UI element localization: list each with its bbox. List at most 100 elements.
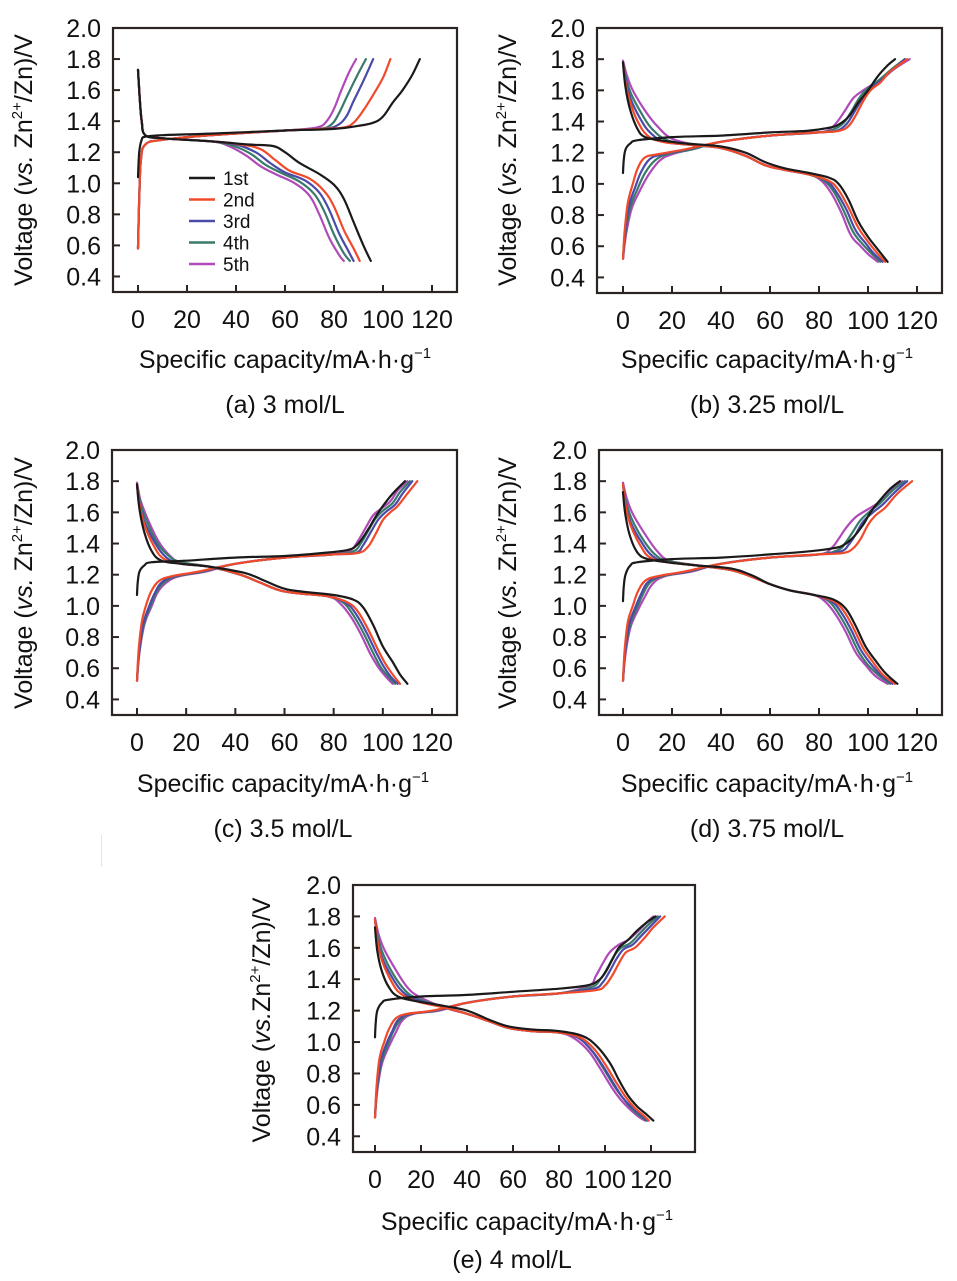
y-axis-title: Voltage (vs. Zn2+/Zn)/V (493, 457, 522, 709)
x-tick-label: 60 (756, 307, 784, 335)
y-tick-label: 0.8 (306, 1060, 341, 1088)
x-tick-label: 100 (847, 729, 889, 757)
x-tick-label: 100 (362, 306, 404, 334)
x-tick-label: 60 (499, 1166, 527, 1194)
x-axis-title: Specific capacity/mA·h·g−1 (621, 769, 913, 798)
x-tick-label: 120 (411, 729, 453, 757)
x-tick-label: 60 (271, 729, 299, 757)
curve-1st-charge (135, 480, 407, 597)
curve-1st-discharge (621, 491, 899, 685)
x-tick-label: 20 (658, 729, 686, 757)
curve-2nd-charge (135, 480, 419, 682)
y-tick-label: 0.6 (65, 655, 100, 683)
y-tick-label: 2.0 (550, 15, 585, 43)
y-tick-label: 0.4 (550, 264, 585, 292)
x-tick-label: 0 (616, 307, 630, 335)
curve-1st-charge (136, 58, 421, 179)
legend-label-3rd: 3rd (223, 212, 250, 233)
curve-1st-discharge (621, 61, 889, 263)
y-tick-label: 0.6 (306, 1092, 341, 1120)
y-tick-label: 2.0 (66, 15, 101, 43)
x-tick-label: 0 (368, 1166, 382, 1194)
x-tick-label: 40 (222, 306, 250, 334)
x-tick-label: 120 (896, 729, 938, 757)
x-tick-label: 120 (630, 1166, 672, 1194)
y-axis-title: Voltage (vs.Zn2+/Zn)/V (247, 897, 276, 1142)
x-tick-label: 20 (173, 306, 201, 334)
x-tick-label: 40 (707, 729, 735, 757)
curve-2nd-charge (621, 480, 914, 682)
y-tick-label: 1.8 (65, 468, 100, 496)
curve-1st-discharge (136, 68, 372, 262)
y-tick-label: 0.8 (552, 624, 587, 652)
y-tick-label: 0.6 (550, 233, 585, 261)
curve-1st-discharge (373, 926, 655, 1122)
panel-caption: (e) 4 mol/L (452, 1246, 572, 1274)
x-tick-label: 40 (221, 729, 249, 757)
panel-caption: (c) 3.5 mol/L (214, 815, 353, 843)
x-tick-label: 20 (172, 729, 200, 757)
y-tick-label: 1.2 (550, 140, 585, 168)
x-tick-label: 120 (411, 306, 453, 334)
curve-2nd-discharge (621, 61, 887, 263)
y-tick-label: 0.6 (552, 655, 587, 683)
y-tick-label: 1.2 (306, 998, 341, 1026)
y-tick-label: 1.4 (550, 109, 585, 137)
y-tick-label: 1.0 (306, 1029, 341, 1057)
x-tick-label: 120 (896, 307, 938, 335)
y-tick-label: 1.0 (552, 593, 587, 621)
y-tick-label: 1.4 (552, 531, 587, 559)
x-tick-label: 20 (658, 307, 686, 335)
x-tick-label: 80 (545, 1166, 573, 1194)
y-tick-label: 1.0 (65, 593, 100, 621)
legend-label-2nd: 2nd (223, 191, 255, 212)
plot-frame (351, 883, 697, 1154)
curve-3rd-discharge (373, 918, 649, 1122)
y-tick-label: 2.0 (65, 437, 100, 465)
x-axis-title: Specific capacity/mA·h·g−1 (139, 345, 431, 374)
y-tick-label: 1.4 (306, 966, 341, 994)
x-tick-label: 80 (805, 307, 833, 335)
y-axis-title: Voltage (vs. Zn2+/Zn)/V (493, 34, 522, 286)
x-tick-label: 40 (453, 1166, 481, 1194)
x-tick-label: 100 (362, 729, 404, 757)
y-tick-label: 1.8 (552, 468, 587, 496)
y-tick-label: 0.4 (306, 1123, 341, 1151)
legend-label-5th: 5th (223, 255, 249, 276)
y-tick-label: 0.8 (65, 624, 100, 652)
legend-label-1st: 1st (223, 169, 249, 190)
x-tick-label: 60 (271, 306, 299, 334)
y-tick-label: 1.8 (66, 46, 101, 74)
y-tick-label: 1.6 (66, 77, 101, 105)
y-tick-label: 1.4 (66, 108, 101, 136)
y-axis-title: Voltage (vs. Zn2+/Zn)/V (9, 34, 38, 286)
x-tick-label: 20 (407, 1166, 435, 1194)
x-tick-label: 0 (131, 306, 145, 334)
y-tick-label: 1.6 (65, 499, 100, 527)
y-tick-label: 1.2 (66, 139, 101, 167)
y-tick-label: 1.0 (66, 170, 101, 198)
y-tick-label: 1.0 (550, 171, 585, 199)
y-tick-label: 1.8 (306, 903, 341, 931)
panel-caption: (d) 3.75 mol/L (690, 815, 844, 843)
x-tick-label: 80 (805, 729, 833, 757)
y-tick-label: 0.6 (66, 232, 101, 260)
y-tick-label: 0.8 (66, 201, 101, 229)
curve-5th-discharge (373, 916, 647, 1122)
y-tick-label: 2.0 (306, 872, 341, 900)
panel-caption: (b) 3.25 mol/L (690, 391, 844, 419)
x-axis-title: Specific capacity/mA·h·g−1 (137, 769, 429, 798)
curve-2nd-charge (373, 915, 666, 1119)
x-tick-label: 80 (320, 729, 348, 757)
curve-1st-charge (373, 915, 657, 1039)
x-tick-label: 100 (584, 1166, 626, 1194)
y-tick-label: 1.6 (306, 935, 341, 963)
curve-2nd-discharge (135, 483, 402, 685)
y-tick-label: 1.6 (550, 77, 585, 105)
y-tick-label: 0.4 (552, 686, 587, 714)
x-tick-label: 100 (847, 307, 889, 335)
